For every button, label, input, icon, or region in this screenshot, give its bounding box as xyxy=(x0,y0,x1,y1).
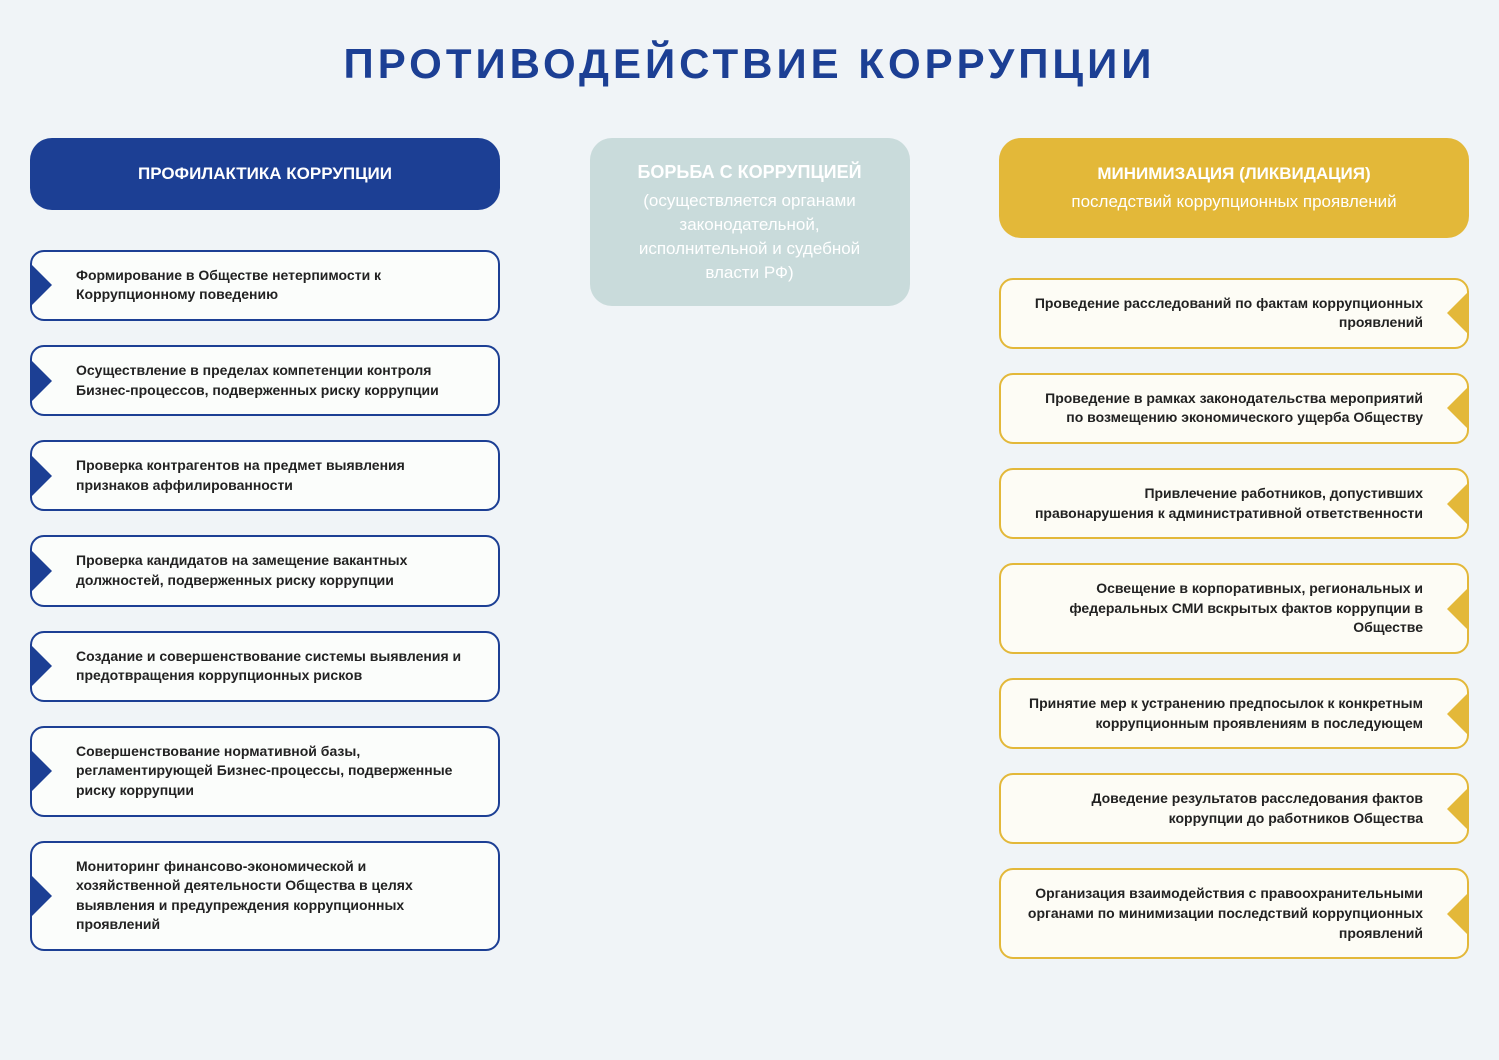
arrow-left-icon xyxy=(1447,787,1469,831)
arrow-right-icon xyxy=(30,454,52,498)
left-item-text: Формирование в Обществе нетерпимости к К… xyxy=(76,266,474,305)
arrow-left-icon xyxy=(1447,587,1469,631)
right-item: Освещение в корпоративных, региональных … xyxy=(999,563,1469,654)
columns-container: ПРОФИЛАКТИКА КОРРУПЦИИ Формирование в Об… xyxy=(20,138,1479,959)
left-item-text: Проверка контрагентов на предмет выявлен… xyxy=(76,456,474,495)
right-header: МИНИМИЗАЦИЯ (ЛИКВИДАЦИЯ) последствий кор… xyxy=(999,138,1469,238)
arrow-right-icon xyxy=(30,549,52,593)
left-column: ПРОФИЛАКТИКА КОРРУПЦИИ Формирование в Об… xyxy=(30,138,500,959)
center-header-sub: (осуществляется органами законодательной… xyxy=(614,189,886,284)
right-item-text: Освещение в корпоративных, региональных … xyxy=(1025,579,1423,638)
left-item: Формирование в Обществе нетерпимости к К… xyxy=(30,250,500,321)
right-item-text: Привлечение работников, допустивших прав… xyxy=(1025,484,1423,523)
arrow-left-icon xyxy=(1447,692,1469,736)
arrow-right-icon xyxy=(30,874,52,918)
right-header-sub: последствий коррупционных проявлений xyxy=(1029,190,1439,214)
right-item-text: Принятие мер к устранению предпосылок к … xyxy=(1025,694,1423,733)
right-item-text: Проведение расследований по фактам корру… xyxy=(1025,294,1423,333)
right-item: Проведение расследований по фактам корру… xyxy=(999,278,1469,349)
right-item: Организация взаимодействия с правоохрани… xyxy=(999,868,1469,959)
right-column: МИНИМИЗАЦИЯ (ЛИКВИДАЦИЯ) последствий кор… xyxy=(999,138,1469,959)
left-item-text: Совершенствование нормативной базы, регл… xyxy=(76,742,474,801)
arrow-left-icon xyxy=(1447,291,1469,335)
left-item: Проверка кандидатов на замещение вакантн… xyxy=(30,535,500,606)
left-item: Осуществление в пределах компетенции кон… xyxy=(30,345,500,416)
right-item-text: Доведение результатов расследования факт… xyxy=(1025,789,1423,828)
arrow-left-icon xyxy=(1447,386,1469,430)
arrow-right-icon xyxy=(30,359,52,403)
left-item-text: Осуществление в пределах компетенции кон… xyxy=(76,361,474,400)
page-title: ПРОТИВОДЕЙСТВИЕ КОРРУПЦИИ xyxy=(20,40,1479,88)
center-column: БОРЬБА С КОРРУПЦИЕЙ (осуществляется орга… xyxy=(590,138,910,959)
right-item: Привлечение работников, допустивших прав… xyxy=(999,468,1469,539)
left-item-text: Создание и совершенствование системы выя… xyxy=(76,647,474,686)
arrow-left-icon xyxy=(1447,892,1469,936)
left-item-text: Проверка кандидатов на замещение вакантн… xyxy=(76,551,474,590)
left-header: ПРОФИЛАКТИКА КОРРУПЦИИ xyxy=(30,138,500,210)
right-header-main: МИНИМИЗАЦИЯ (ЛИКВИДАЦИЯ) xyxy=(1097,164,1370,183)
right-item: Доведение результатов расследования факт… xyxy=(999,773,1469,844)
right-item-text: Проведение в рамках законодательства мер… xyxy=(1025,389,1423,428)
left-items: Формирование в Обществе нетерпимости к К… xyxy=(30,250,500,951)
center-header: БОРЬБА С КОРРУПЦИЕЙ (осуществляется орга… xyxy=(590,138,910,306)
arrow-right-icon xyxy=(30,749,52,793)
right-item-text: Организация взаимодействия с правоохрани… xyxy=(1025,884,1423,943)
arrow-right-icon xyxy=(30,644,52,688)
center-header-main: БОРЬБА С КОРРУПЦИЕЙ xyxy=(614,160,886,185)
left-item: Совершенствование нормативной базы, регл… xyxy=(30,726,500,817)
right-item: Проведение в рамках законодательства мер… xyxy=(999,373,1469,444)
left-item: Мониторинг финансово-экономической и хоз… xyxy=(30,841,500,951)
right-items: Проведение расследований по фактам корру… xyxy=(999,278,1469,960)
right-item: Принятие мер к устранению предпосылок к … xyxy=(999,678,1469,749)
left-item: Проверка контрагентов на предмет выявлен… xyxy=(30,440,500,511)
left-item: Создание и совершенствование системы выя… xyxy=(30,631,500,702)
arrow-right-icon xyxy=(30,263,52,307)
arrow-left-icon xyxy=(1447,482,1469,526)
left-item-text: Мониторинг финансово-экономической и хоз… xyxy=(76,857,474,935)
